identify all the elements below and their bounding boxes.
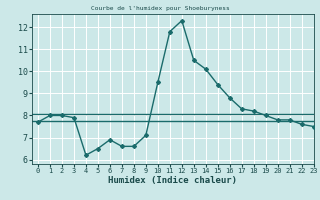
X-axis label: Humidex (Indice chaleur): Humidex (Indice chaleur) (108, 176, 237, 185)
Text: Courbe de l'humidex pour Shoeburyness: Courbe de l'humidex pour Shoeburyness (91, 6, 229, 11)
